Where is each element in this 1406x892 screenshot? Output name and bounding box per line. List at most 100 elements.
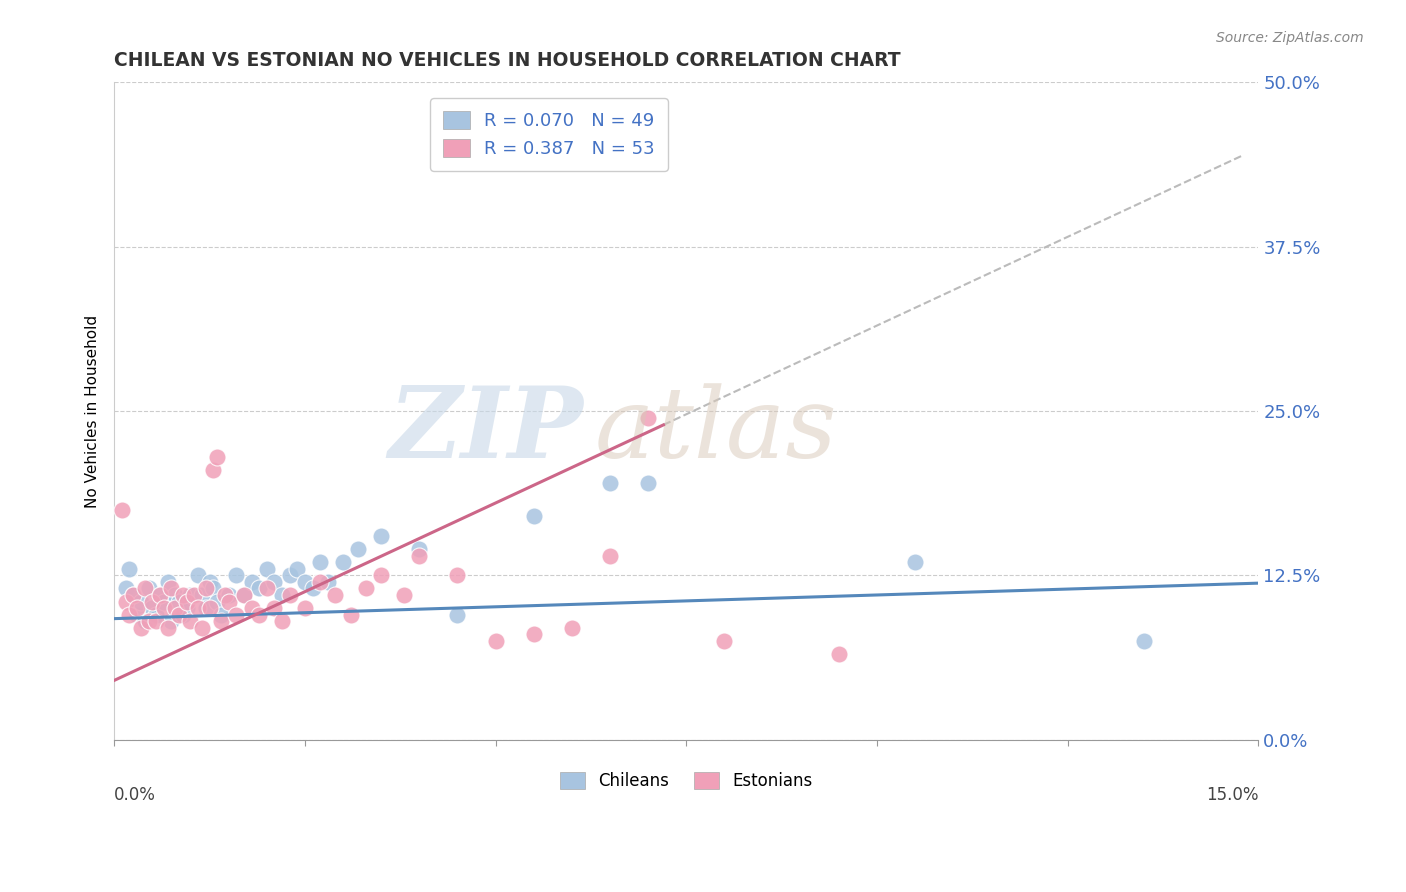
Point <box>408 549 430 563</box>
Point <box>271 614 294 628</box>
Point <box>165 588 187 602</box>
Text: CHILEAN VS ESTONIAN NO VEHICLES IN HOUSEHOLD CORRELATION CHART: CHILEAN VS ESTONIAN NO VEHICLES IN HOUSE… <box>114 51 901 70</box>
Point <box>149 588 172 602</box>
Point <box>247 607 270 622</box>
Point <box>179 588 201 602</box>
Point <box>167 607 190 622</box>
Point <box>176 594 198 608</box>
Point <box>354 582 377 596</box>
Point <box>218 594 240 608</box>
Point <box>232 588 254 602</box>
Point <box>125 601 148 615</box>
Point <box>218 588 240 602</box>
Point <box>240 574 263 589</box>
Point <box>152 601 174 615</box>
Point <box>165 601 187 615</box>
Y-axis label: No Vehicles in Household: No Vehicles in Household <box>86 314 100 508</box>
Point <box>828 647 851 661</box>
Point <box>172 607 194 622</box>
Point <box>160 582 183 596</box>
Point <box>523 509 546 524</box>
Point <box>561 621 583 635</box>
Point <box>599 476 621 491</box>
Point <box>114 594 136 608</box>
Point <box>309 555 332 569</box>
Point <box>392 588 415 602</box>
Text: 15.0%: 15.0% <box>1206 786 1258 804</box>
Point <box>134 582 156 596</box>
Point <box>125 607 148 622</box>
Point <box>198 574 221 589</box>
Point <box>194 582 217 596</box>
Point <box>202 582 225 596</box>
Point <box>347 541 370 556</box>
Point <box>198 601 221 615</box>
Point <box>129 621 152 635</box>
Point <box>904 555 927 569</box>
Point <box>301 582 323 596</box>
Point <box>156 621 179 635</box>
Point <box>179 614 201 628</box>
Point <box>187 568 209 582</box>
Text: Source: ZipAtlas.com: Source: ZipAtlas.com <box>1216 31 1364 45</box>
Point <box>187 601 209 615</box>
Point <box>205 594 228 608</box>
Point <box>209 607 232 622</box>
Point <box>202 463 225 477</box>
Point <box>285 562 308 576</box>
Point <box>713 634 735 648</box>
Point <box>176 601 198 615</box>
Point <box>225 607 247 622</box>
Point <box>122 588 145 602</box>
Point <box>191 621 214 635</box>
Point <box>149 588 172 602</box>
Point <box>172 588 194 602</box>
Point <box>294 601 316 615</box>
Point <box>145 607 167 622</box>
Point <box>156 574 179 589</box>
Point <box>138 614 160 628</box>
Point <box>232 588 254 602</box>
Point <box>145 614 167 628</box>
Point <box>152 594 174 608</box>
Point <box>523 627 546 641</box>
Point <box>316 574 339 589</box>
Point <box>294 574 316 589</box>
Point <box>1133 634 1156 648</box>
Text: ZIP: ZIP <box>388 383 583 479</box>
Point <box>111 502 134 516</box>
Point <box>141 594 163 608</box>
Point <box>332 555 354 569</box>
Point <box>183 588 205 602</box>
Point <box>309 574 332 589</box>
Point <box>278 568 301 582</box>
Point <box>408 541 430 556</box>
Point <box>256 582 278 596</box>
Point <box>446 568 468 582</box>
Point <box>278 588 301 602</box>
Point <box>637 410 659 425</box>
Point <box>191 588 214 602</box>
Point <box>325 588 347 602</box>
Point <box>370 529 392 543</box>
Point <box>134 614 156 628</box>
Text: atlas: atlas <box>595 383 838 478</box>
Point <box>114 582 136 596</box>
Text: 0.0%: 0.0% <box>114 786 156 804</box>
Point <box>138 582 160 596</box>
Point <box>271 588 294 602</box>
Point <box>637 476 659 491</box>
Point <box>129 594 152 608</box>
Point <box>225 568 247 582</box>
Point <box>118 607 141 622</box>
Point <box>263 574 285 589</box>
Point <box>446 607 468 622</box>
Point <box>205 450 228 464</box>
Point <box>141 601 163 615</box>
Point <box>194 601 217 615</box>
Point <box>240 601 263 615</box>
Point <box>209 614 232 628</box>
Point <box>370 568 392 582</box>
Point <box>484 634 506 648</box>
Point <box>214 588 236 602</box>
